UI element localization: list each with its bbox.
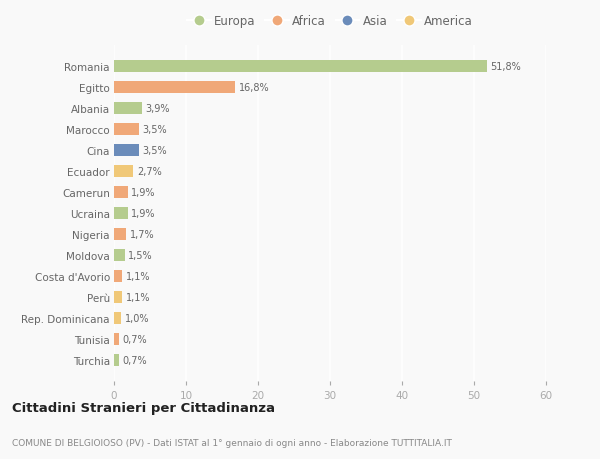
Bar (114, 229, 126, 240)
Bar (114, 207, 128, 219)
Text: 1,5%: 1,5% (128, 250, 153, 260)
Text: 1,1%: 1,1% (125, 292, 150, 302)
Text: 3,5%: 3,5% (143, 146, 167, 156)
Bar (114, 187, 128, 198)
Bar (114, 166, 133, 177)
Text: 3,9%: 3,9% (146, 104, 170, 114)
Text: 1,7%: 1,7% (130, 230, 154, 239)
Text: 3,5%: 3,5% (143, 125, 167, 134)
Text: COMUNE DI BELGIOIOSO (PV) - Dati ISTAT al 1° gennaio di ogni anno - Elaborazione: COMUNE DI BELGIOIOSO (PV) - Dati ISTAT a… (12, 438, 452, 447)
Bar (114, 333, 119, 345)
Text: Cittadini Stranieri per Cittadinanza: Cittadini Stranieri per Cittadinanza (12, 401, 275, 414)
Text: 1,1%: 1,1% (125, 271, 150, 281)
Bar (114, 61, 487, 73)
Bar (114, 270, 122, 282)
Legend: Europa, Africa, Asia, America: Europa, Africa, Asia, America (184, 11, 476, 32)
Bar (114, 124, 139, 135)
Bar (114, 82, 235, 94)
Bar (114, 250, 125, 261)
Bar (114, 103, 142, 114)
Text: 2,7%: 2,7% (137, 167, 162, 177)
Text: 51,8%: 51,8% (491, 62, 521, 72)
Bar (114, 313, 121, 324)
Text: 1,9%: 1,9% (131, 208, 156, 218)
Text: 1,0%: 1,0% (125, 313, 149, 323)
Bar (114, 291, 122, 303)
Bar (114, 145, 139, 157)
Text: 0,7%: 0,7% (122, 334, 147, 344)
Text: 0,7%: 0,7% (122, 355, 147, 365)
Text: 16,8%: 16,8% (239, 83, 269, 93)
Bar (114, 354, 119, 366)
Text: 1,9%: 1,9% (131, 188, 156, 197)
